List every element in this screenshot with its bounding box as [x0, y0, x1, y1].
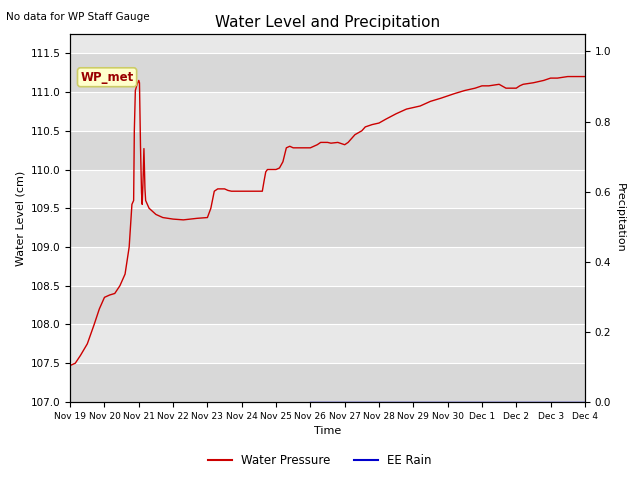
Bar [70, 324, 585, 363]
Text: No data for WP Staff Gauge: No data for WP Staff Gauge [6, 12, 150, 22]
Bar [70, 53, 585, 92]
Legend: Water Pressure, EE Rain: Water Pressure, EE Rain [204, 449, 436, 472]
Bar [70, 92, 585, 131]
Bar [70, 247, 585, 286]
Text: WP_met: WP_met [81, 71, 134, 84]
Y-axis label: Precipitation: Precipitation [615, 183, 625, 253]
Title: Water Level and Precipitation: Water Level and Precipitation [215, 15, 440, 30]
Bar [70, 286, 585, 324]
Y-axis label: Water Level (cm): Water Level (cm) [15, 170, 25, 265]
Bar [70, 208, 585, 247]
X-axis label: Time: Time [314, 426, 341, 436]
Bar [70, 363, 585, 402]
Bar [70, 131, 585, 169]
Bar [70, 169, 585, 208]
